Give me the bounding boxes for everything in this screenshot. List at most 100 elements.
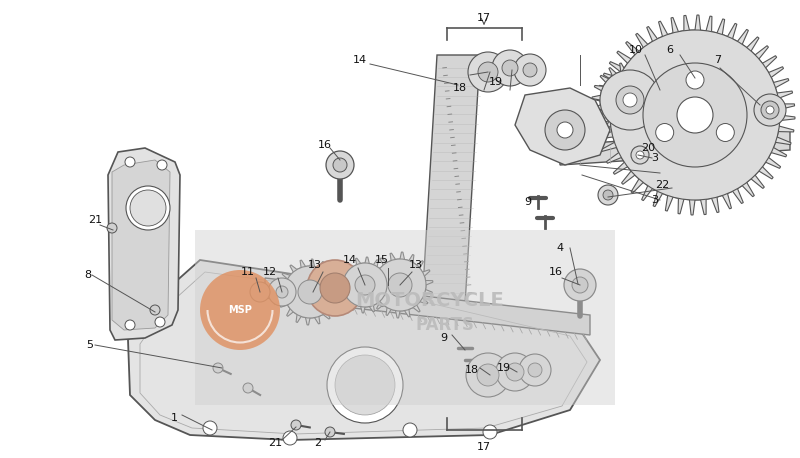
Text: 17: 17	[477, 442, 491, 452]
Circle shape	[125, 320, 135, 330]
Text: 12: 12	[263, 267, 277, 277]
Text: 16: 16	[549, 267, 563, 277]
Text: 13: 13	[308, 260, 322, 270]
Polygon shape	[128, 260, 600, 440]
Circle shape	[616, 86, 644, 114]
Circle shape	[333, 158, 347, 172]
Circle shape	[283, 431, 297, 445]
Circle shape	[327, 347, 403, 423]
Text: 16: 16	[318, 140, 332, 150]
Polygon shape	[367, 252, 433, 318]
Circle shape	[355, 275, 375, 295]
Circle shape	[243, 383, 253, 393]
Circle shape	[203, 421, 217, 435]
Text: 13: 13	[409, 260, 423, 270]
Circle shape	[761, 101, 779, 119]
Circle shape	[150, 305, 160, 315]
Text: 3: 3	[651, 153, 658, 163]
Polygon shape	[560, 130, 790, 165]
Circle shape	[130, 190, 166, 226]
Polygon shape	[108, 148, 180, 340]
Polygon shape	[277, 259, 343, 325]
Text: 1: 1	[170, 413, 178, 423]
Text: 21: 21	[268, 438, 282, 448]
Circle shape	[610, 30, 780, 200]
Text: 14: 14	[353, 55, 367, 65]
Text: 9: 9	[525, 197, 531, 207]
Text: 3: 3	[651, 195, 658, 205]
Circle shape	[213, 363, 223, 373]
Polygon shape	[595, 15, 795, 215]
Circle shape	[564, 269, 596, 301]
Polygon shape	[592, 62, 668, 138]
Circle shape	[268, 278, 296, 306]
Circle shape	[677, 97, 713, 133]
Polygon shape	[265, 278, 590, 335]
Text: 22: 22	[655, 180, 669, 190]
Text: 2: 2	[314, 438, 322, 448]
Circle shape	[623, 93, 637, 107]
Circle shape	[335, 355, 395, 415]
Circle shape	[374, 259, 426, 311]
Circle shape	[276, 286, 288, 298]
Circle shape	[643, 63, 747, 167]
Text: 9: 9	[441, 333, 447, 343]
Text: 7: 7	[714, 55, 722, 65]
Text: 21: 21	[88, 215, 102, 225]
Circle shape	[284, 266, 336, 318]
Text: 17: 17	[477, 13, 491, 23]
Circle shape	[388, 273, 412, 297]
Circle shape	[291, 420, 301, 430]
Text: MOTORCYCLE: MOTORCYCLE	[356, 290, 504, 310]
Circle shape	[557, 122, 573, 138]
Text: 18: 18	[465, 365, 479, 375]
Circle shape	[107, 223, 117, 233]
Text: 19: 19	[497, 363, 511, 373]
Circle shape	[307, 260, 363, 316]
Circle shape	[320, 273, 350, 303]
Circle shape	[545, 110, 585, 150]
Circle shape	[478, 62, 498, 82]
Circle shape	[496, 353, 534, 391]
Circle shape	[598, 185, 618, 205]
Polygon shape	[422, 55, 480, 305]
Circle shape	[200, 270, 280, 350]
Circle shape	[686, 71, 704, 89]
Circle shape	[298, 280, 322, 304]
Circle shape	[466, 353, 510, 397]
Text: 8: 8	[85, 270, 91, 280]
Circle shape	[155, 317, 165, 327]
Circle shape	[514, 54, 546, 86]
Text: 18: 18	[453, 83, 467, 93]
Circle shape	[754, 94, 786, 126]
Text: 20: 20	[641, 143, 655, 153]
Text: MSP: MSP	[228, 305, 252, 315]
Text: PARTS: PARTS	[415, 316, 474, 334]
Circle shape	[492, 50, 528, 86]
Circle shape	[483, 425, 497, 439]
Circle shape	[126, 186, 170, 230]
Circle shape	[157, 160, 167, 170]
Circle shape	[343, 263, 387, 307]
Circle shape	[506, 363, 524, 381]
Circle shape	[326, 151, 354, 179]
Circle shape	[250, 282, 270, 302]
FancyBboxPatch shape	[195, 230, 615, 405]
Circle shape	[477, 364, 499, 386]
Circle shape	[125, 157, 135, 167]
Text: 6: 6	[666, 45, 674, 55]
Circle shape	[468, 52, 508, 92]
Text: 14: 14	[343, 255, 357, 265]
Circle shape	[325, 427, 335, 437]
Polygon shape	[337, 257, 393, 313]
Text: 5: 5	[86, 340, 94, 350]
Circle shape	[600, 70, 660, 130]
Circle shape	[716, 124, 734, 142]
Circle shape	[631, 146, 649, 164]
Circle shape	[528, 363, 542, 377]
Circle shape	[523, 63, 537, 77]
Text: 15: 15	[375, 255, 389, 265]
Circle shape	[572, 277, 588, 293]
Circle shape	[519, 354, 551, 386]
Polygon shape	[112, 160, 170, 330]
